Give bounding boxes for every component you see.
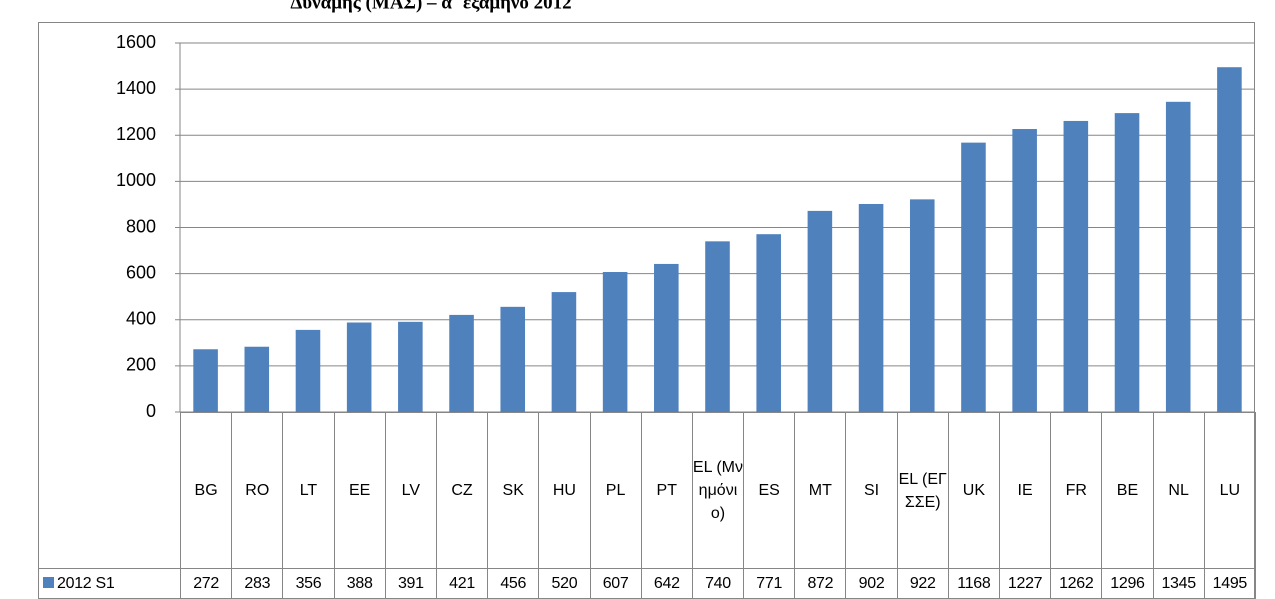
value-label: 607 xyxy=(589,568,642,599)
value-label: 1296 xyxy=(1101,568,1154,599)
bar xyxy=(961,142,986,412)
value-label: 872 xyxy=(794,568,847,599)
bar xyxy=(244,346,270,412)
bar xyxy=(1114,113,1140,413)
x-tick-label: HU xyxy=(538,412,591,569)
value-label: 1227 xyxy=(998,568,1052,599)
value-label: 388 xyxy=(333,568,386,599)
legend-cell: 2012 S1 xyxy=(38,568,181,599)
y-tick-label: 1200 xyxy=(116,124,156,144)
value-label: 922 xyxy=(896,568,949,599)
bar xyxy=(909,199,935,412)
y-tick-label: 800 xyxy=(126,216,156,236)
bar xyxy=(602,272,628,412)
x-tick-label: PT xyxy=(640,412,693,569)
bar xyxy=(398,321,423,412)
value-label: 740 xyxy=(691,568,745,599)
x-tick-label: NL xyxy=(1152,412,1205,569)
legend-label: 2012 S1 xyxy=(57,575,115,592)
bar xyxy=(346,322,372,412)
x-tick-label: LT xyxy=(282,412,335,569)
value-label: 902 xyxy=(845,568,898,599)
value-label: 272 xyxy=(179,568,233,599)
y-tick-label: 400 xyxy=(126,309,156,329)
bar xyxy=(1165,101,1191,412)
x-tick-label: EE xyxy=(333,412,386,569)
x-tick-label: EL (Μνημόνιο) xyxy=(691,412,745,569)
data-table: BG RO LT EE LV CZ SK HU PL PT EL (Μνημόνιο) ES MT SI E… xyxy=(38,412,1256,599)
x-tick-label: SI xyxy=(845,412,898,569)
x-tick-label: PL xyxy=(589,412,642,569)
bar xyxy=(1217,67,1242,412)
y-tick-label: 1600 xyxy=(116,32,156,52)
value-label: 771 xyxy=(743,568,796,599)
x-tick-label: BG xyxy=(179,412,233,569)
bar xyxy=(295,329,321,412)
bar xyxy=(449,314,474,412)
value-label: 1168 xyxy=(947,568,1001,599)
chart-border xyxy=(38,22,1255,599)
value-label: 520 xyxy=(538,568,591,599)
value-label: 283 xyxy=(231,568,284,599)
y-tick-label: 0 xyxy=(146,401,156,421)
value-label: 421 xyxy=(435,568,489,599)
value-label: 642 xyxy=(640,568,693,599)
value-label: 456 xyxy=(487,568,540,599)
bar xyxy=(1063,120,1089,413)
x-tick-label: EL (ΕΓΣΣΕ) xyxy=(896,412,949,569)
x-tick-label: UK xyxy=(947,412,1001,569)
y-tick-label: 1400 xyxy=(116,78,156,98)
legend-swatch xyxy=(43,577,54,588)
x-tick-label: RO xyxy=(231,412,284,569)
bar xyxy=(807,210,833,412)
x-tick-label: LV xyxy=(384,412,437,569)
x-tick-label: CZ xyxy=(435,412,489,569)
bar xyxy=(756,234,781,412)
x-tick-label: MT xyxy=(794,412,847,569)
bar xyxy=(193,349,218,412)
x-tick-label: IE xyxy=(998,412,1052,569)
value-label: 391 xyxy=(384,568,437,599)
corner xyxy=(38,412,181,569)
x-tick-label: ES xyxy=(743,412,796,569)
x-tick-label: SK xyxy=(487,412,540,569)
chart-title: Δύναμης (ΜΑΣ) – α΄ εξάμηνο 2012 xyxy=(290,0,571,13)
bar xyxy=(858,203,884,412)
x-tick-label: BE xyxy=(1101,412,1154,569)
bar xyxy=(705,241,730,412)
value-label: 1262 xyxy=(1050,568,1103,599)
value-label: 1495 xyxy=(1203,568,1256,599)
value-label: 1345 xyxy=(1152,568,1205,599)
value-label: 356 xyxy=(282,568,335,599)
x-tick-label: LU xyxy=(1203,412,1256,569)
bar xyxy=(1012,129,1037,412)
bar xyxy=(551,292,577,412)
bar xyxy=(500,306,526,412)
x-tick-label: FR xyxy=(1050,412,1103,569)
y-tick-label: 1000 xyxy=(116,170,156,190)
y-tick-label: 600 xyxy=(126,262,156,282)
bar xyxy=(654,263,679,412)
y-tick-label: 200 xyxy=(126,355,156,375)
